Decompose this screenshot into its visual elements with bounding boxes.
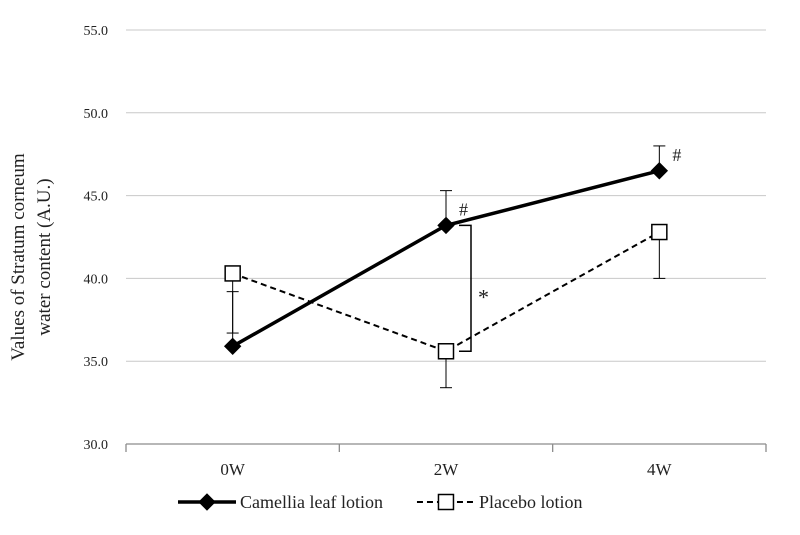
x-tick-label: 2W — [434, 460, 460, 479]
data-point — [437, 216, 455, 235]
series-group — [223, 145, 669, 389]
y-axis-ticks: 30.0 35.0 40.0 45.0 50.0 55.0 — [84, 24, 109, 453]
legend-label: Placebo lotion — [479, 492, 582, 512]
data-point — [224, 265, 241, 282]
x-tick-label: 0W — [220, 460, 246, 479]
y-tick-label: 55.0 — [84, 24, 109, 39]
y-axis-title-line: Values of Stratum corneum — [8, 153, 29, 361]
y-tick-label: 45.0 — [84, 190, 109, 205]
legend: Camellia leaf lotion Placebo lotion — [178, 492, 582, 512]
data-point — [437, 343, 455, 360]
x-axis: 0W 2W 4W — [125, 443, 767, 479]
series-line — [232, 231, 660, 353]
annotations: # # * — [459, 145, 681, 353]
y-axis-title-line: water content (A.U.) — [34, 178, 55, 335]
x-tick-label: 4W — [647, 460, 673, 479]
y-tick-label: 30.0 — [84, 438, 109, 453]
legend-marker — [437, 493, 455, 511]
significance-mark: # — [672, 145, 681, 165]
y-tick-label: 35.0 — [84, 355, 109, 370]
legend-marker — [198, 493, 216, 511]
significance-mark: # — [459, 199, 468, 219]
data-point — [650, 162, 669, 180]
y-tick-label: 40.0 — [84, 272, 109, 287]
y-axis-label: Values of Stratum corneum water content (… — [8, 153, 55, 361]
significance-star: * — [478, 284, 489, 309]
significance-bracket — [459, 224, 472, 353]
data-point — [223, 337, 242, 356]
data-point — [651, 223, 668, 241]
y-tick-label: 50.0 — [84, 107, 109, 122]
legend-label: Camellia leaf lotion — [240, 492, 383, 512]
